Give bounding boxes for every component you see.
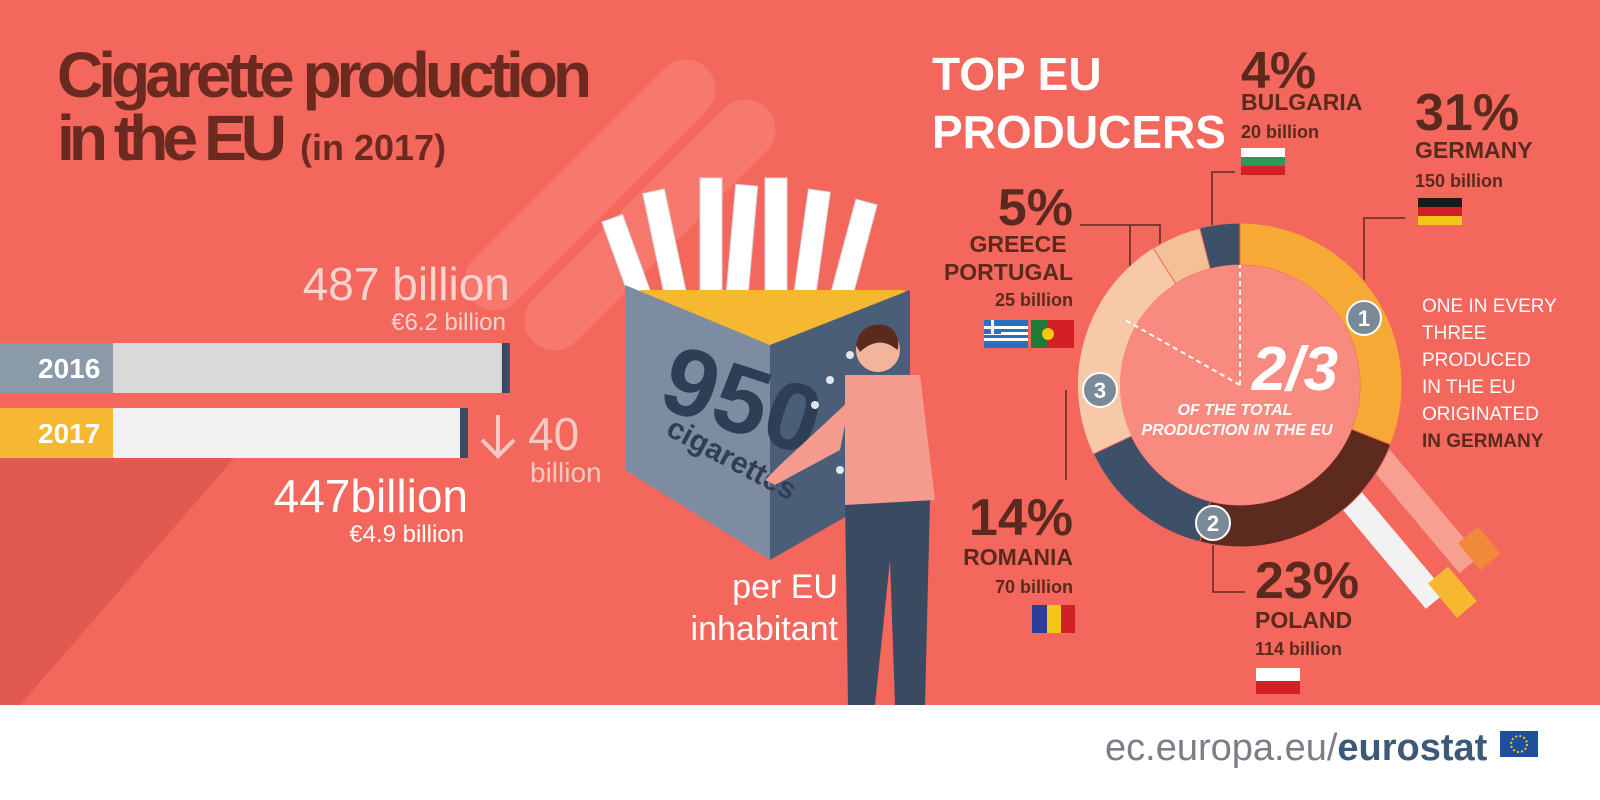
footer-site: ec.europa.eu/ (1105, 727, 1338, 769)
down-arrow (480, 415, 516, 459)
year-label: 2017 (38, 418, 100, 449)
center-divider (1124, 319, 1241, 386)
person (765, 324, 935, 705)
center-text: OF THE TOTAL PRODUCTION IN THE EU (1141, 402, 1333, 439)
amount-label: 114 billion (1255, 639, 1342, 659)
secondary-label: €4.9 billion (349, 521, 464, 548)
year-label: 2016 (38, 353, 100, 384)
flag-poland (1256, 668, 1300, 694)
magnifier-handle (1323, 441, 1501, 618)
title: in the EU (57, 102, 287, 174)
country-name: GERMANY (1415, 137, 1533, 163)
note-line: PRODUCED (1422, 350, 1531, 371)
year-box (0, 343, 113, 393)
rank-badge (1195, 505, 1231, 541)
flag-romania (1032, 605, 1075, 633)
bar-end (460, 408, 469, 458)
note-line: IN GERMANY (1422, 431, 1544, 452)
footer-text: ec.europa.eu/eurostat (1105, 727, 1488, 769)
center-value: 2/3 (1251, 335, 1338, 404)
shadow (0, 440, 250, 705)
amount-label: 25 billion (995, 290, 1073, 310)
secondary-label: €6.2 billion (391, 309, 506, 336)
footer (0, 705, 1600, 800)
rank-label: 1 (1358, 306, 1370, 331)
percent-label: 23% (1255, 552, 1359, 610)
country-name: ROMANIA (963, 544, 1073, 570)
value-label: 487 billion (303, 258, 510, 310)
change-value: 40 (528, 408, 579, 460)
flag-germany (1418, 198, 1462, 225)
note-line: THREE (1422, 323, 1486, 344)
rank-badge (1082, 372, 1118, 408)
percent-label: 14% (969, 489, 1073, 547)
caption: per EU (732, 568, 838, 606)
flag-portugal (1031, 320, 1074, 348)
country-name: BULGARIA (1241, 89, 1362, 115)
year-box (0, 408, 113, 458)
note-line: ONE IN EVERY (1422, 296, 1557, 317)
rank-label: 3 (1094, 378, 1106, 403)
change-unit: billion (530, 457, 602, 488)
country-name: POLAND (1255, 607, 1352, 633)
title-year: (in 2017) (300, 127, 446, 168)
flag-bulgaria (1241, 148, 1285, 175)
title: Cigarette production (57, 39, 592, 111)
leader-lines (1065, 171, 1405, 593)
eu-flag (1500, 731, 1538, 757)
country-name: GREECE PORTUGAL (944, 231, 1073, 285)
percent-label: 5% (998, 179, 1073, 237)
rank-badge (1346, 300, 1382, 336)
amount-label: 70 billion (995, 577, 1073, 597)
note-line: ORIGINATED (1422, 404, 1539, 425)
note-line: IN THE EU (1422, 377, 1516, 398)
flag-greece (984, 320, 1028, 348)
section-title: PRODUCERS (932, 106, 1226, 158)
rank-label: 2 (1207, 511, 1219, 536)
value-label: 447billion (274, 470, 468, 522)
amount-label: 150 billion (1415, 171, 1503, 191)
footer-brand: eurostat (1337, 727, 1487, 769)
amount-label: 20 billion (1241, 122, 1319, 142)
bar-end (501, 343, 510, 393)
percent-label: 4% (1241, 42, 1316, 100)
percent-label: 31% (1415, 84, 1519, 142)
section-title: TOP EU (932, 48, 1102, 100)
caption: inhabitant (691, 610, 839, 648)
